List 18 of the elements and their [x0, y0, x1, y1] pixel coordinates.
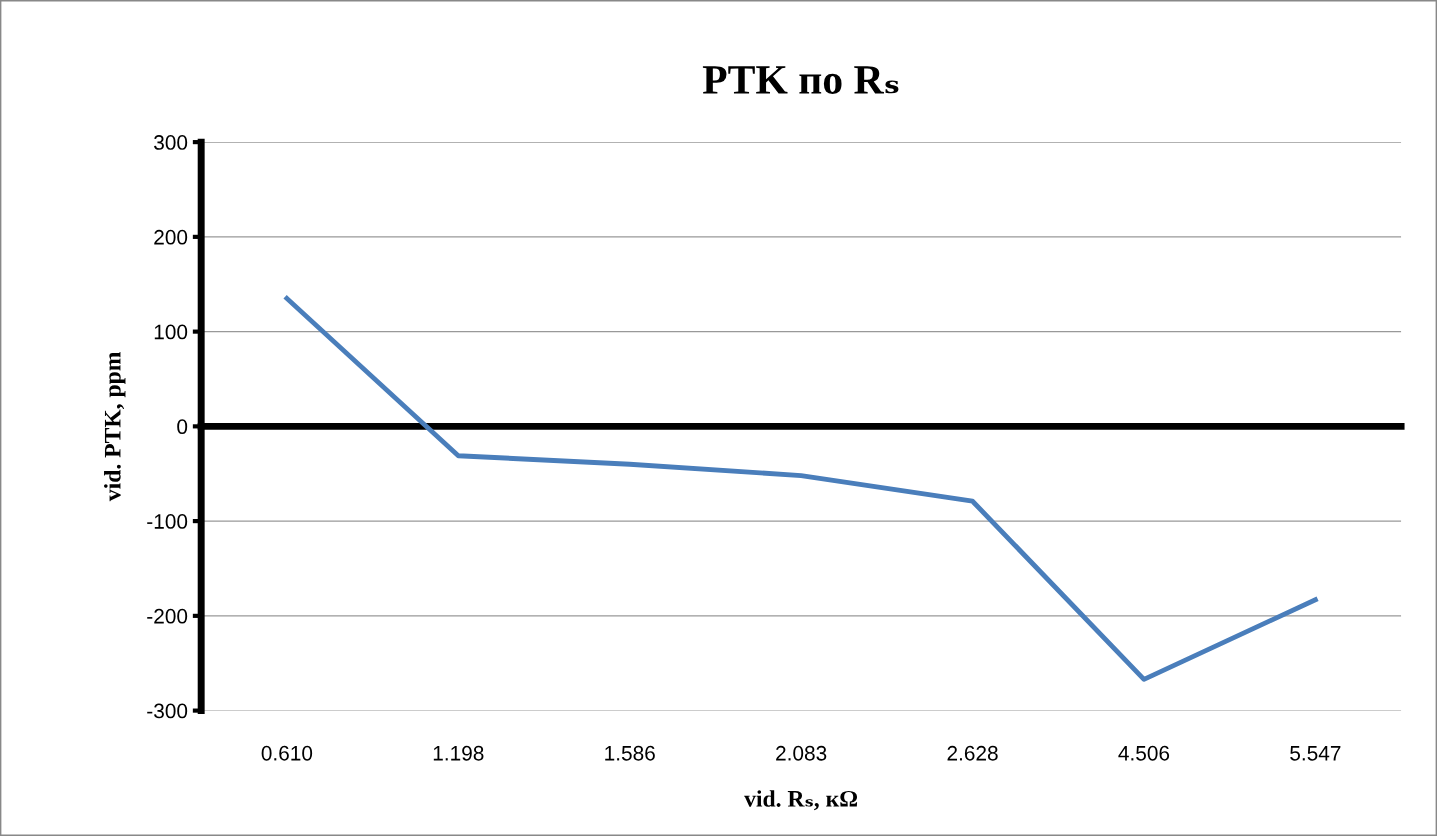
y-axis-title: vid. PTK, ppm	[104, 351, 126, 502]
chart-title: PTK по Rₛ	[702, 66, 899, 94]
x-tick-label: 4.506	[1118, 745, 1170, 761]
x-tick-label: 5.547	[1290, 746, 1341, 761]
x-tick-label: 1.198	[433, 745, 484, 761]
y-tick-label: -100	[147, 514, 188, 529]
y-tick-label: 100	[154, 324, 188, 340]
y-tick-label: 200	[154, 229, 188, 245]
y-tick-label: -300	[147, 703, 188, 719]
x-tick-label: 0.610	[261, 745, 313, 761]
y-tick-label: -200	[147, 608, 188, 624]
y-tick-label: 0	[177, 419, 188, 435]
x-tick-label: 1.586	[605, 745, 655, 761]
x-axis-title: vid. Rₛ, кΩ	[744, 790, 858, 811]
x-tick-label: 2.083	[776, 745, 827, 761]
x-tick-label: 2.628	[947, 745, 998, 761]
line-series	[284, 296, 1318, 682]
y-tick-label: 300	[154, 135, 188, 150]
